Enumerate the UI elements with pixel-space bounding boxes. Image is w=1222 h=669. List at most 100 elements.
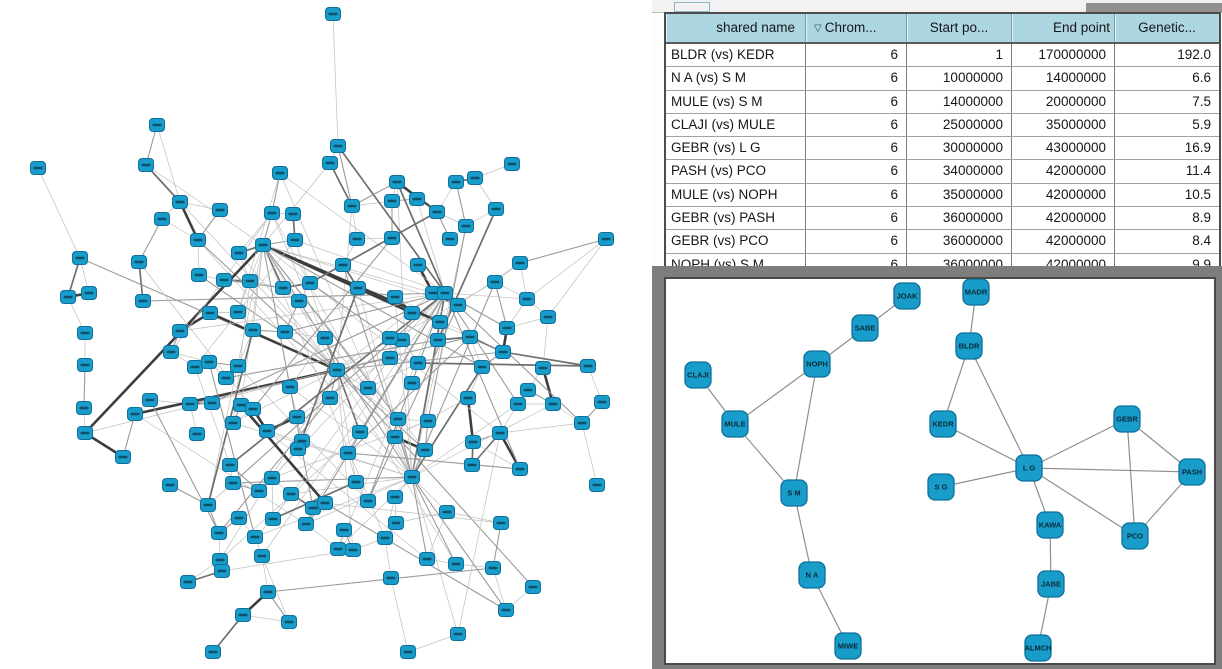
network-node-KEDR[interactable]: KEDR: [929, 410, 957, 438]
network-node[interactable]: [448, 557, 464, 571]
table-cell[interactable]: 42000000: [1011, 160, 1114, 183]
table-cell[interactable]: 36000000: [906, 207, 1011, 230]
table-cell[interactable]: 42000000: [1011, 183, 1114, 207]
network-node[interactable]: [154, 212, 170, 226]
network-node[interactable]: [344, 199, 360, 213]
network-node[interactable]: [245, 402, 261, 416]
table-row[interactable]: N A (vs) S M 6 10000000 14000000 6.6: [666, 66, 1219, 90]
network-node[interactable]: [495, 345, 511, 359]
network-node[interactable]: [200, 498, 216, 512]
network-node[interactable]: [131, 255, 147, 269]
table-cell[interactable]: 6: [805, 67, 906, 90]
network-node[interactable]: [382, 351, 398, 365]
network-edge[interactable]: [1028, 418, 1128, 469]
network-node[interactable]: [430, 333, 446, 347]
network-node[interactable]: [492, 426, 508, 440]
network-node-BLDR[interactable]: BLDR: [955, 332, 983, 360]
network-node[interactable]: [448, 175, 464, 189]
network-node[interactable]: [255, 238, 271, 252]
network-node[interactable]: [425, 286, 441, 300]
table-cell[interactable]: 1: [906, 44, 1011, 67]
network-node[interactable]: [287, 233, 303, 247]
network-node[interactable]: [191, 268, 207, 282]
network-node[interactable]: [115, 450, 131, 464]
network-node[interactable]: [205, 645, 221, 659]
network-node[interactable]: [222, 458, 238, 472]
network-node[interactable]: [282, 380, 298, 394]
network-node[interactable]: [225, 476, 241, 490]
network-node[interactable]: [317, 496, 333, 510]
network-node[interactable]: [189, 427, 205, 441]
network-node[interactable]: [598, 232, 614, 246]
network-node[interactable]: [60, 290, 76, 304]
network-node[interactable]: [172, 195, 188, 209]
table-cell[interactable]: 25000000: [906, 113, 1011, 137]
table-cell[interactable]: 43000000: [1011, 137, 1114, 160]
network-node[interactable]: [467, 171, 483, 185]
table-cell[interactable]: 6: [805, 230, 906, 253]
network-node[interactable]: [254, 549, 270, 563]
network-node[interactable]: [30, 161, 46, 175]
network-node-PASH[interactable]: PASH: [1178, 458, 1206, 486]
network-node[interactable]: [437, 286, 453, 300]
table-cell[interactable]: 5.9: [1114, 113, 1219, 137]
network-node[interactable]: [432, 315, 448, 329]
table-cell[interactable]: 6: [805, 137, 906, 160]
network-node[interactable]: [335, 258, 351, 272]
network-node-S-G[interactable]: S G: [927, 473, 955, 501]
network-node-CLAJI[interactable]: CLAJI: [684, 361, 712, 389]
network-node[interactable]: [235, 608, 251, 622]
table-row[interactable]: MULE (vs) NOPH 6 35000000 42000000 10.5: [666, 182, 1219, 207]
table-cell[interactable]: 36000000: [906, 230, 1011, 253]
network-node[interactable]: [462, 330, 478, 344]
network-node[interactable]: [535, 361, 551, 375]
network-node[interactable]: [350, 281, 366, 295]
network-node[interactable]: [285, 207, 301, 221]
network-node[interactable]: [450, 627, 466, 641]
network-node[interactable]: [417, 443, 433, 457]
network-node[interactable]: [135, 294, 151, 308]
network-node[interactable]: [574, 416, 590, 430]
table-cell[interactable]: 35000000: [1011, 113, 1114, 137]
network-node[interactable]: [400, 645, 416, 659]
network-node[interactable]: [499, 321, 515, 335]
table-cell[interactable]: 8.4: [1114, 230, 1219, 253]
table-cell[interactable]: CLAJI (vs) MULE: [666, 113, 805, 137]
network-node[interactable]: [594, 395, 610, 409]
network-node[interactable]: [336, 523, 352, 537]
network-node[interactable]: [474, 360, 490, 374]
network-node[interactable]: [464, 458, 480, 472]
table-cell[interactable]: 8.9: [1114, 207, 1219, 230]
table-cell[interactable]: 42000000: [1011, 230, 1114, 253]
network-node[interactable]: [404, 376, 420, 390]
table-cell[interactable]: GEBR (vs) PASH: [666, 207, 805, 230]
table-cell[interactable]: 7.5: [1114, 90, 1219, 113]
network-node[interactable]: [510, 397, 526, 411]
table-cell[interactable]: GEBR (vs) L G: [666, 137, 805, 160]
table-cell[interactable]: 20000000: [1011, 90, 1114, 113]
table-cell[interactable]: 11.4: [1114, 160, 1219, 183]
table-row[interactable]: MULE (vs) S M 6 14000000 20000000 7.5: [666, 89, 1219, 113]
network-node[interactable]: [265, 512, 281, 526]
network-node[interactable]: [429, 205, 445, 219]
network-node-ALMCH[interactable]: ALMCH: [1024, 634, 1052, 662]
network-node[interactable]: [349, 232, 365, 246]
network-node[interactable]: [289, 410, 305, 424]
network-node[interactable]: [149, 118, 165, 132]
main-network-view[interactable]: [0, 0, 652, 669]
network-node[interactable]: [275, 281, 291, 295]
table-cell[interactable]: 16.9: [1114, 137, 1219, 160]
network-node[interactable]: [302, 276, 318, 290]
network-edge[interactable]: [942, 423, 1030, 469]
network-node[interactable]: [259, 424, 275, 438]
table-cell[interactable]: 6: [805, 113, 906, 137]
network-node[interactable]: [498, 603, 514, 617]
network-node[interactable]: [283, 487, 299, 501]
network-node[interactable]: [589, 478, 605, 492]
network-node[interactable]: [142, 393, 158, 407]
network-node[interactable]: [387, 290, 403, 304]
scrollbar-thumb[interactable]: [674, 2, 710, 12]
network-edge[interactable]: [734, 363, 818, 425]
network-edge[interactable]: [1028, 467, 1136, 537]
network-node[interactable]: [190, 233, 206, 247]
